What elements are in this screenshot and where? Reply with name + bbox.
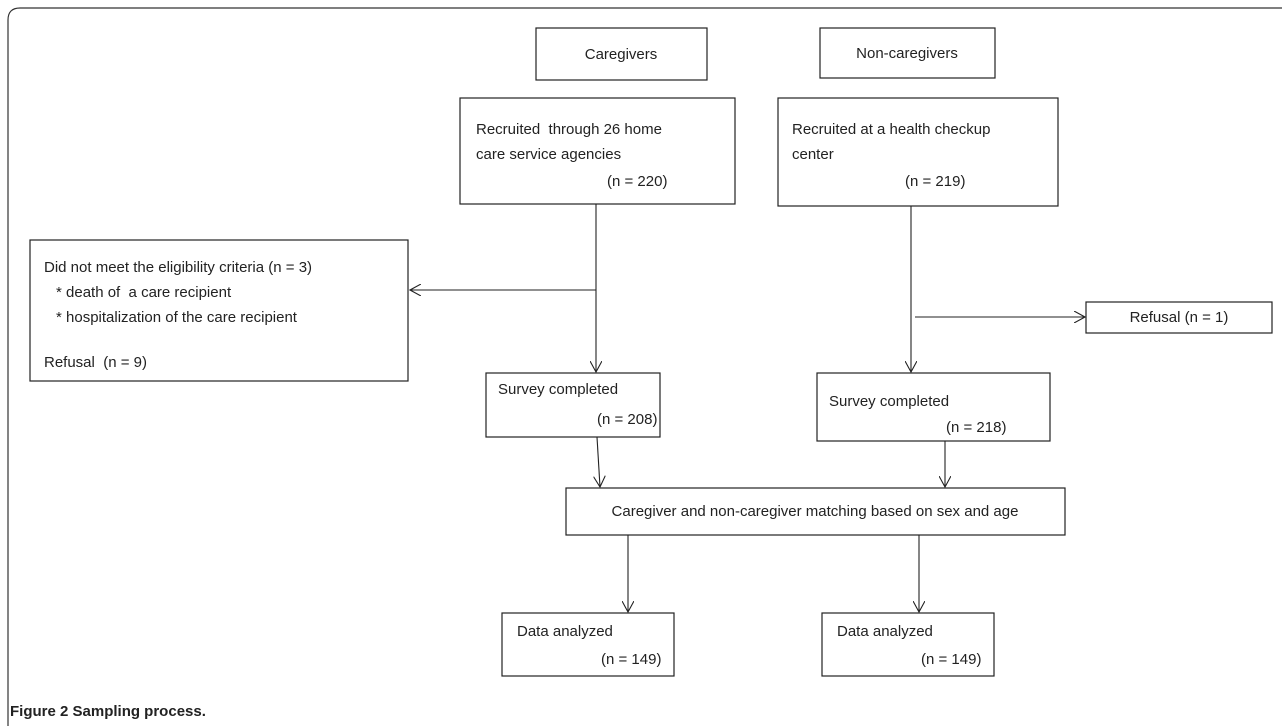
box [819,27,996,79]
caption: Figure 2 Sampling process. [10,703,206,720]
label: center [792,146,834,163]
label: Did not meet the eligibility criteria (n… [44,259,312,276]
label: Data analyzed [837,623,933,640]
arrow [597,436,600,487]
box [821,612,995,677]
label: (n = 149) [601,651,661,668]
box [29,239,409,382]
label: Recruited at a health checkup [792,121,990,138]
label: (n = 149) [921,651,981,668]
box [485,372,661,438]
label: care service agencies [476,146,621,163]
label: Refusal (n = 1) [1130,309,1229,326]
label: * death of a care recipient [56,284,232,301]
box [1085,301,1273,334]
box [816,372,1051,442]
label: Recruited through 26 home [476,121,662,138]
label: (n = 219) [905,173,965,190]
label: Caregiver and non-caregiver matching bas… [612,503,1019,520]
box [777,97,1059,207]
label: (n = 208) [597,411,657,428]
label: (n = 218) [946,419,1006,436]
label: Survey completed [498,381,618,398]
label: Caregivers [585,46,658,63]
label: Refusal (n = 9) [44,354,147,371]
label: Survey completed [829,393,949,410]
label: Data analyzed [517,623,613,640]
box [501,612,675,677]
box [459,97,736,205]
box [565,487,1066,536]
box [535,27,708,81]
label: * hospitalization of the care recipient [56,309,298,326]
label: Non-caregivers [856,45,958,62]
frame [7,7,1282,726]
label: (n = 220) [607,173,667,190]
